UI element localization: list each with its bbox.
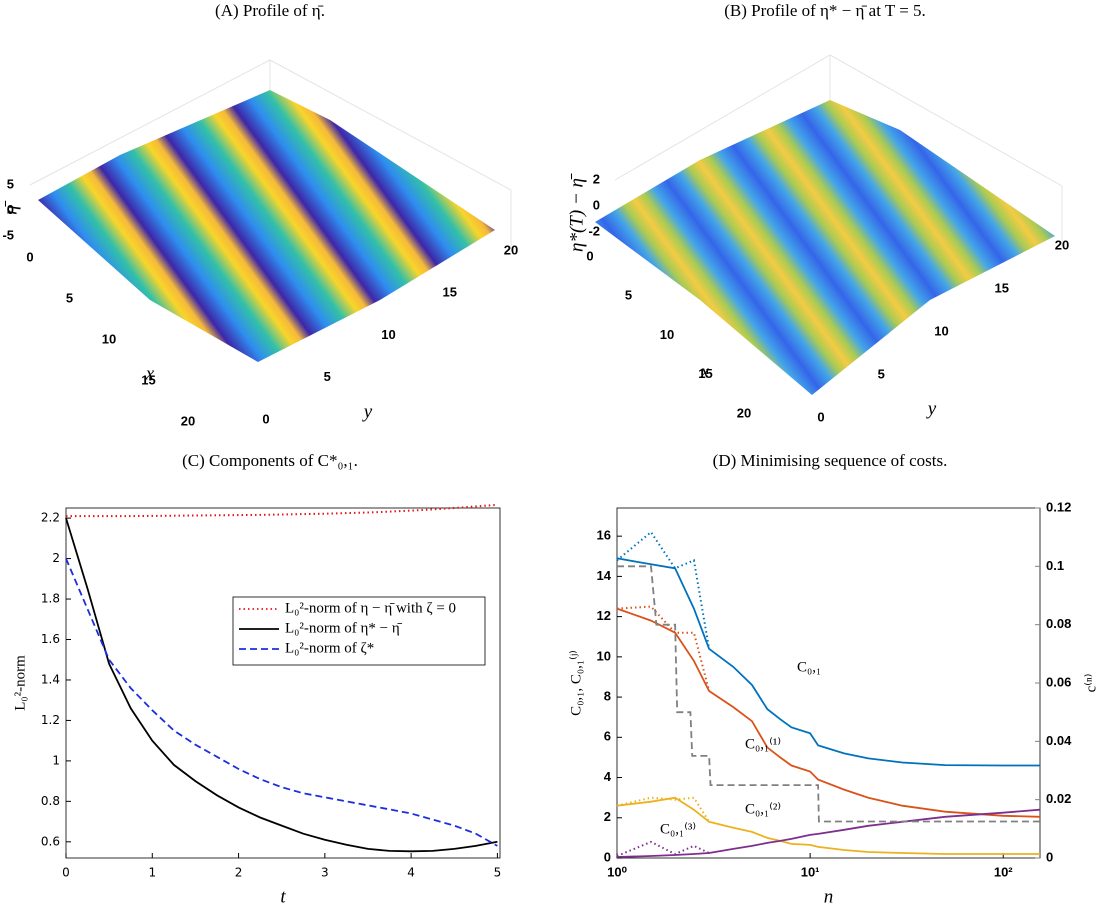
panel-title: (A) Profile of η̄.	[215, 1, 325, 20]
panel-title: (B) Profile of η* − η̄ at T = 5.	[724, 1, 926, 20]
y-tick-label: 16	[597, 528, 611, 543]
series-label: C₀,₁⁽¹⁾	[745, 736, 781, 752]
x-tick-label: 0	[26, 249, 33, 264]
y-tick-label: 2.2	[41, 511, 60, 525]
x-tick-label: 20	[737, 405, 751, 420]
y-tick-label: 20	[1055, 237, 1069, 252]
series-line	[616, 808, 1041, 858]
series-line	[616, 796, 1040, 855]
series-label: C₀,₁⁽³⁾	[660, 821, 696, 837]
y-tick-label: 5	[324, 369, 331, 384]
x-tick-label: 4	[407, 866, 415, 880]
y-tick-label: 4	[604, 769, 612, 784]
y-axis-label: y	[926, 398, 937, 419]
y-tick-label: 15	[443, 285, 457, 300]
y2-tick-label: 0.04	[1046, 733, 1072, 748]
series-label: C₀,₁	[797, 659, 821, 675]
series-line	[65, 517, 498, 853]
x-tick-label: 15	[141, 372, 155, 387]
y-axis-label: C₀,₁, C₀,₁⁽ʲ⁾	[568, 650, 584, 716]
y-tick-label: 6	[604, 729, 611, 744]
plot-frame	[616, 507, 1041, 859]
series-line	[66, 503, 498, 518]
series-line	[65, 558, 498, 847]
x-tick-label: 1	[148, 866, 156, 880]
y-tick-label: 10	[934, 323, 948, 338]
x-tick-label: 20	[181, 413, 195, 428]
y2-axis-label: c⁽ⁿ⁾	[1083, 674, 1099, 693]
x-tick-label: 15	[698, 366, 712, 381]
x-tick-label: 10	[660, 327, 674, 342]
x-tick-label: 10²	[994, 864, 1013, 879]
z-tick-label: -2	[588, 223, 600, 238]
legend-label: L₀²-norm of η − η̄ with ζ = 0	[285, 600, 456, 616]
y-tick-label: 8	[604, 689, 611, 704]
x-tick-label: 5	[66, 290, 73, 305]
y-tick-label: 1.6	[41, 632, 60, 646]
y-tick-label: 10	[381, 327, 395, 342]
panel-title: (D) Minimising sequence of costs.	[713, 451, 948, 470]
series-line	[616, 530, 711, 649]
y2-tick-label: 0.08	[1046, 616, 1071, 631]
x-tick-label: 2	[235, 866, 243, 880]
z-tick-label: 2	[593, 171, 600, 186]
series-label: C₀,₁⁽²⁾	[745, 801, 781, 817]
y-axis-label: y	[362, 401, 373, 422]
z-tick-label: 0	[593, 197, 600, 212]
y-tick-label: 1.4	[41, 672, 60, 686]
x-tick-label: 0	[586, 248, 593, 263]
series-line	[616, 557, 1040, 767]
z-tick-label: 5	[7, 176, 14, 191]
y-tick-label: 1.8	[41, 592, 60, 606]
y-tick-label: 0.6	[41, 834, 60, 848]
series-line	[617, 565, 1040, 823]
x-tick-label: 3	[321, 866, 329, 880]
y2-tick-label: 0.02	[1046, 791, 1071, 806]
x-tick-label: 10	[102, 331, 116, 346]
y-tick-label: 0	[604, 849, 611, 864]
y2-tick-label: 0.06	[1046, 674, 1071, 689]
y-tick-label: 12	[597, 608, 611, 623]
surface-b	[595, 100, 1055, 395]
z-tick-label: 0	[7, 202, 14, 217]
y-tick-label: 1	[52, 753, 60, 767]
x-axis-label: n	[824, 886, 834, 907]
y-tick-label: 1.2	[41, 713, 60, 727]
x-axis-label: t	[280, 886, 286, 907]
y-tick-label: 14	[597, 568, 612, 583]
y-tick-label: 5	[878, 366, 885, 381]
series-line	[616, 607, 1041, 818]
y-tick-label: 0	[262, 411, 269, 426]
y2-tick-label: 0.12	[1046, 499, 1071, 514]
x-tick-label: 5	[494, 866, 502, 880]
x-tick-label: 10⁰	[607, 864, 627, 879]
y-tick-label: 0.8	[41, 794, 60, 808]
y-tick-label: 2	[604, 809, 611, 824]
surface-a	[38, 90, 495, 362]
legend-label: L₀²-norm of η* − η̄	[285, 620, 403, 636]
x-axis-label: x	[145, 363, 155, 384]
x-tick-label: 5	[625, 288, 632, 303]
y-tick-label: 0	[817, 409, 824, 424]
z-tick-label: -5	[2, 227, 14, 242]
series-line	[616, 605, 711, 692]
x-axis-label: x	[700, 361, 710, 382]
y-axis-label: L₀²-norm	[12, 655, 28, 711]
y2-tick-label: 0	[1046, 849, 1053, 864]
legend-label: L₀²-norm of ζ*	[285, 640, 374, 656]
y-tick-label: 20	[504, 242, 518, 257]
y-tick-label: 10	[597, 648, 611, 663]
y2-tick-label: 0.1	[1046, 558, 1064, 573]
plot-frame	[65, 507, 501, 859]
series-line	[616, 840, 710, 857]
series-line	[616, 796, 710, 823]
panel-title: (C) Components of C*₀,₁.	[182, 451, 358, 470]
y-tick-label: 15	[995, 280, 1009, 295]
y-tick-label: 2	[52, 551, 60, 565]
z-axis-label: η*(T) − η̄	[566, 173, 587, 252]
x-tick-label: 0	[62, 866, 70, 880]
x-tick-label: 10¹	[801, 864, 820, 879]
